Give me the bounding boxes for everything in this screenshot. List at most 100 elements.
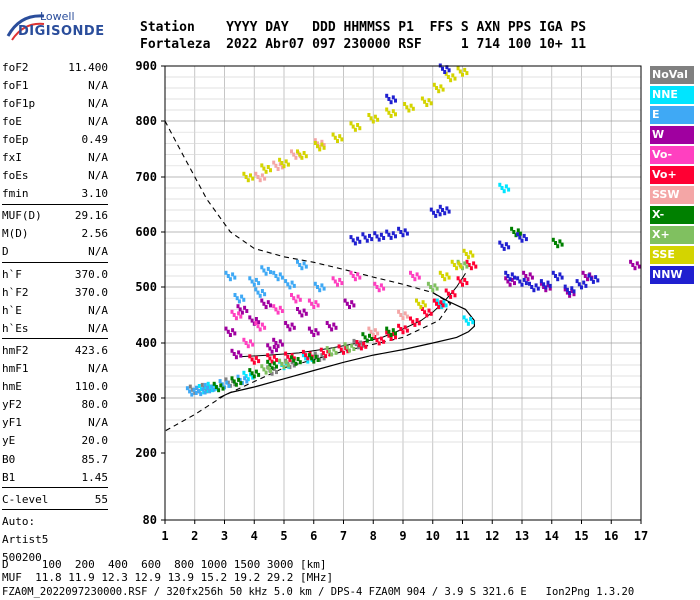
data-point-w	[254, 317, 258, 321]
param-name: yE	[2, 434, 16, 448]
chart-points	[185, 63, 641, 397]
data-point-sse	[331, 132, 335, 137]
data-point-w	[307, 326, 311, 331]
param-value: N/A	[88, 96, 108, 110]
data-point-w	[288, 327, 292, 332]
data-point-sse	[318, 147, 322, 152]
data-point-w	[238, 307, 242, 312]
data-point-sse	[300, 155, 304, 160]
data-point-nnw	[443, 70, 447, 74]
data-point-nne	[251, 375, 255, 380]
data-point-e	[264, 271, 268, 276]
data-point-nnw	[520, 238, 524, 243]
data-point-ssw	[371, 333, 375, 337]
legend-item-nnw: NNW	[650, 266, 694, 284]
data-point-sse	[462, 248, 466, 253]
data-point-w	[581, 270, 585, 275]
data-point-w	[257, 320, 261, 325]
y-tick-label: 700	[135, 170, 157, 184]
data-point-vo-	[248, 354, 252, 359]
data-point-noval	[313, 351, 317, 356]
param-value: 423.6	[74, 343, 108, 357]
data-point-e	[231, 272, 235, 277]
data-point-vo-	[461, 282, 464, 287]
param-value: 29.16	[74, 209, 108, 223]
data-point-vo-	[344, 346, 348, 350]
param-name: C-level	[2, 492, 49, 506]
data-point-w	[276, 344, 280, 349]
param-value: 370.0	[74, 267, 108, 281]
data-point-vo-	[441, 303, 445, 308]
data-point-ssw	[403, 311, 407, 316]
data-point-ssw	[318, 144, 322, 149]
data-point-e	[320, 283, 324, 288]
data-point-e	[235, 296, 239, 301]
data-point-vo-	[353, 277, 357, 282]
data-point-vo-	[336, 282, 339, 287]
data-point-x-	[370, 337, 374, 341]
data-point-x-	[556, 244, 560, 249]
data-point-w	[250, 318, 254, 323]
param-row: h`F2 370.0	[2, 283, 108, 301]
data-point-sse	[461, 72, 464, 77]
legend-item-vo-: Vo+	[650, 166, 694, 184]
param-row: foF1 N/A	[2, 76, 108, 94]
data-point-nnw	[572, 289, 576, 294]
data-point-e	[185, 386, 189, 391]
data-point-vo-	[239, 314, 243, 319]
data-point-x-	[269, 369, 272, 373]
data-point-e	[278, 272, 282, 277]
data-point-e	[322, 286, 326, 291]
data-point-nnw	[434, 213, 438, 218]
data-point-w	[232, 352, 236, 356]
data-point-e	[194, 391, 198, 395]
data-point-e	[245, 379, 249, 384]
data-point-vo-	[437, 305, 441, 309]
data-point-nnw	[504, 242, 508, 247]
data-point-x-	[518, 231, 522, 236]
data-point-vo-	[288, 357, 292, 362]
data-point-nnw	[507, 245, 511, 250]
data-point-nnw	[568, 291, 572, 295]
data-point-nnw	[358, 239, 362, 244]
data-point-vo-	[456, 276, 460, 281]
data-point-x-	[294, 361, 298, 366]
data-point-nnw	[370, 237, 374, 242]
data-point-sse	[458, 69, 462, 74]
data-point-vo-	[351, 274, 355, 278]
data-point-nnw	[532, 288, 536, 293]
data-point-x-	[394, 331, 397, 336]
data-point-x-	[214, 385, 218, 389]
data-point-w	[325, 321, 329, 325]
data-point-w	[528, 272, 532, 277]
data-point-w	[260, 298, 264, 303]
data-point-vo-	[331, 276, 335, 281]
data-point-sse	[387, 110, 391, 115]
x-tick-label: 12	[485, 529, 499, 543]
param-row: yF2 80.0	[2, 396, 108, 414]
data-point-nnw	[399, 230, 403, 234]
data-point-e	[286, 282, 290, 287]
data-point-x-	[387, 329, 391, 334]
data-point-x-	[431, 288, 435, 293]
data-point-nnw	[539, 279, 543, 284]
data-point-nnw	[363, 235, 367, 240]
data-point-vo-	[246, 344, 250, 349]
data-point-w	[310, 329, 314, 334]
data-point-vo-	[409, 316, 412, 321]
data-point-vo-	[292, 296, 296, 301]
footer-muf-row: MUF 11.8 11.9 12.3 12.9 13.9 15.2 19.2 2…	[2, 571, 334, 584]
data-point-sse	[469, 250, 473, 255]
data-point-x-	[298, 360, 302, 365]
data-point-x-	[352, 347, 356, 351]
data-point-vo-	[258, 327, 262, 332]
data-point-sse	[465, 71, 469, 76]
data-point-e	[240, 381, 244, 386]
data-point-w	[231, 328, 235, 333]
data-point-x-	[510, 226, 514, 231]
data-point-x-	[385, 326, 389, 331]
data-point-nnw	[577, 282, 581, 287]
data-point-x-	[217, 388, 221, 393]
data-point-nnw	[349, 235, 353, 240]
data-point-x-	[268, 363, 272, 367]
